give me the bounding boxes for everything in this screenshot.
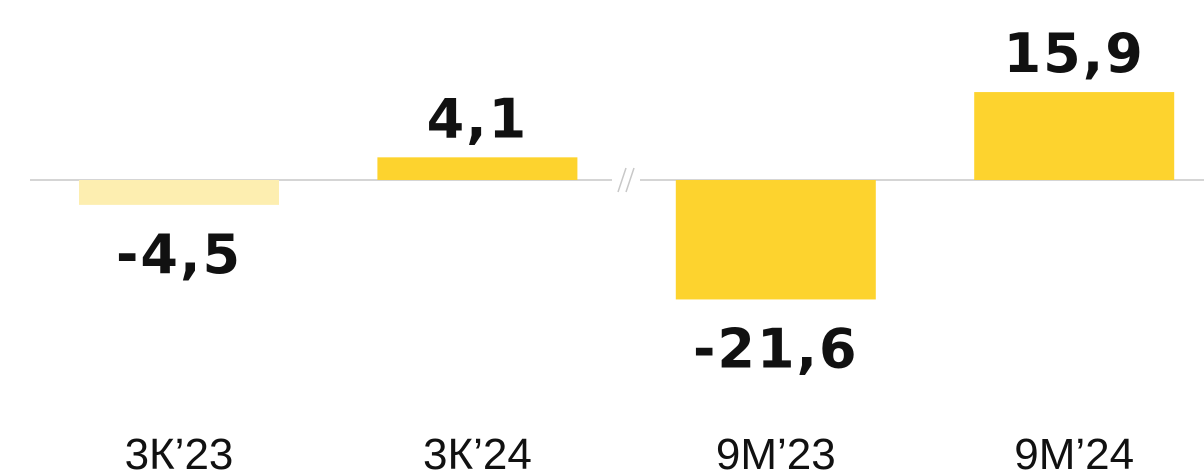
break-gap xyxy=(612,168,640,192)
bar xyxy=(79,180,279,205)
value-label: -4,5 xyxy=(116,223,242,286)
value-label: 15,9 xyxy=(1004,22,1145,85)
bar xyxy=(974,92,1175,180)
break-mark xyxy=(625,167,635,193)
value-label: -21,6 xyxy=(693,317,859,380)
break-mark xyxy=(617,167,627,193)
bar xyxy=(675,180,876,300)
x-tick-label: 3К’23 xyxy=(125,430,234,475)
x-tick-label: 3К’24 xyxy=(423,430,532,475)
x-tick-label: 9М’24 xyxy=(1014,430,1134,475)
bar xyxy=(377,157,578,180)
x-tick-label: 9М’23 xyxy=(716,430,836,475)
value-label: 4,1 xyxy=(427,87,529,150)
